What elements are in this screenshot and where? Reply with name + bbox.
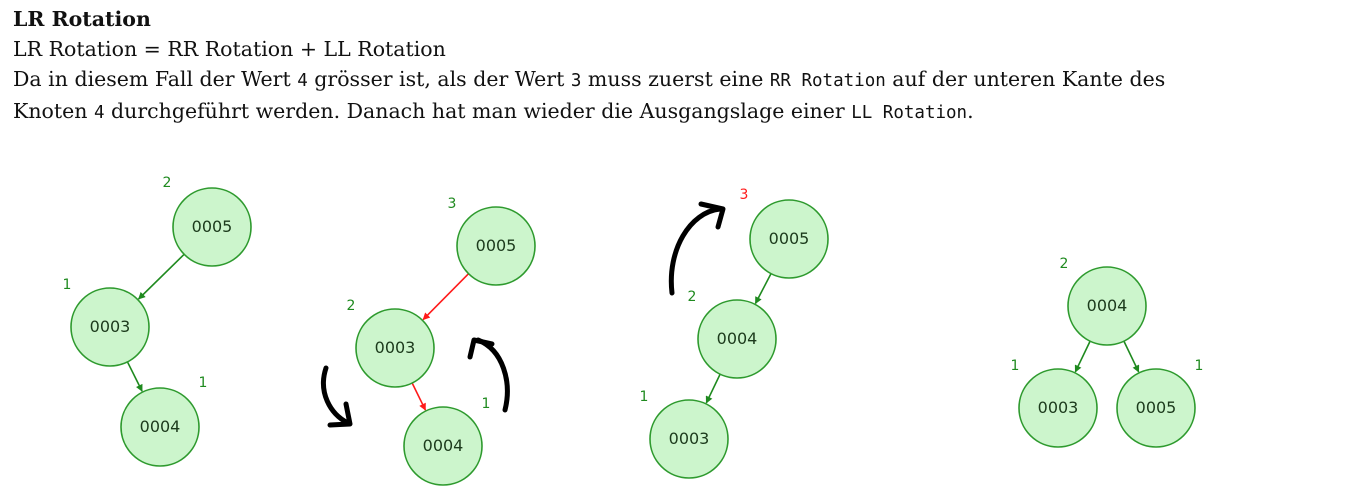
- inline-code-value: 4: [93, 103, 105, 123]
- node-height-label: 1: [1195, 358, 1204, 374]
- node-key-label: 0003: [375, 338, 416, 357]
- node-key-label: 0004: [140, 417, 181, 436]
- rotation-arrows: [320, 201, 726, 428]
- nodes-layer: 0005 2 0003 1 0004 1 0005 3 0003 2 0004 1 0005 3 0004 2…: [63, 175, 1204, 486]
- tree-node: 0005 2: [163, 175, 252, 267]
- node-circle: [1116, 368, 1196, 448]
- node-circle: [172, 187, 252, 267]
- node-key-label: 0004: [1087, 296, 1128, 315]
- node-circle: [403, 406, 483, 486]
- node-height-label: 1: [482, 396, 491, 412]
- tree-edge-arrow: [138, 253, 185, 300]
- node-circle: [697, 299, 777, 379]
- paragraph-text: Knoten: [13, 99, 94, 123]
- paragraph-line-1: Da in diesem Fall der Wert 4 grösser ist…: [13, 64, 1343, 96]
- tree-node: 0004 1: [120, 375, 208, 467]
- node-circle: [456, 206, 536, 286]
- node-height-label: 2: [1060, 256, 1069, 272]
- node-height-label: 3: [448, 196, 457, 212]
- tree-edge-arrow: [754, 273, 772, 305]
- tree-node: 0003 1: [63, 277, 150, 367]
- tree-edge-arrow: [126, 361, 143, 392]
- paragraph-text: Da in diesem Fall der Wert: [13, 67, 298, 91]
- edges-layer: [126, 253, 1140, 411]
- node-circle: [1067, 266, 1147, 346]
- inline-code-value: 3: [570, 71, 582, 91]
- rotation-formula: LR Rotation = RR Rotation + LL Rotation: [13, 37, 446, 61]
- tree-node: 0003 2: [347, 298, 435, 388]
- node-circle: [70, 287, 150, 367]
- node-height-label: 2: [163, 175, 172, 191]
- node-height-label: 1: [640, 389, 649, 405]
- node-height-label: 3: [740, 187, 749, 203]
- tree-node: 0003 1: [1011, 358, 1098, 448]
- rotation-arrow-right-icon: [467, 337, 510, 413]
- paragraph-text: durchgeführt werden. Danach hat man wied…: [104, 99, 852, 123]
- paragraph-text: .: [967, 99, 974, 123]
- node-key-label: 0005: [192, 217, 233, 236]
- tree-node: 0003 1: [640, 389, 729, 479]
- inline-code-rotation: RR Rotation: [769, 71, 886, 91]
- node-height-label: 2: [347, 298, 356, 314]
- tree-edge-arrow: [1074, 340, 1091, 373]
- node-circle: [1018, 368, 1098, 448]
- paragraph-line-2: Knoten 4 durchgeführt werden. Danach hat…: [13, 96, 1343, 128]
- inline-code-value: 4: [297, 71, 308, 91]
- paragraph-text: muss zuerst eine: [581, 67, 770, 91]
- tree-node: 0005 1: [1116, 358, 1204, 448]
- tree-edge-arrow: [1123, 340, 1140, 373]
- node-key-label: 0005: [476, 236, 517, 255]
- node-key-label: 0003: [90, 317, 131, 336]
- node-circle: [355, 308, 435, 388]
- node-height-label: 2: [688, 289, 697, 305]
- tree-node: 0004 1: [403, 396, 491, 486]
- tree-node: 0004 2: [1060, 256, 1147, 346]
- node-key-label: 0003: [669, 429, 710, 448]
- tree-node: 0005 3: [448, 196, 536, 286]
- node-circle: [649, 399, 729, 479]
- node-key-label: 0004: [423, 436, 464, 455]
- node-height-label: 1: [1011, 358, 1020, 374]
- node-key-label: 0005: [1136, 398, 1177, 417]
- node-key-label: 0003: [1038, 398, 1079, 417]
- tree-node: 0005 3: [740, 187, 829, 279]
- paragraph-text: auf der unteren Kante des: [885, 67, 1166, 91]
- node-circle: [749, 199, 829, 279]
- section-heading: LR Rotation: [13, 7, 151, 31]
- tree-node: 0004 2: [688, 289, 777, 379]
- inline-code-rotation: LL Rotation: [851, 103, 968, 123]
- node-key-label: 0005: [769, 229, 810, 248]
- tree-edge-arrow: [422, 273, 470, 321]
- node-height-label: 1: [63, 277, 72, 293]
- description-text: LR Rotation LR Rotation = RR Rotation + …: [13, 4, 1343, 128]
- node-height-label: 1: [199, 375, 208, 391]
- paragraph-text: grösser ist, als der Wert: [307, 67, 571, 91]
- rotation-arrow-left-icon: [320, 365, 353, 428]
- node-circle: [120, 387, 200, 467]
- node-key-label: 0004: [717, 329, 758, 348]
- rotation-arrow-top-icon: [668, 201, 726, 296]
- tree-edge-arrow: [411, 382, 427, 411]
- tree-edge-arrow: [705, 373, 721, 404]
